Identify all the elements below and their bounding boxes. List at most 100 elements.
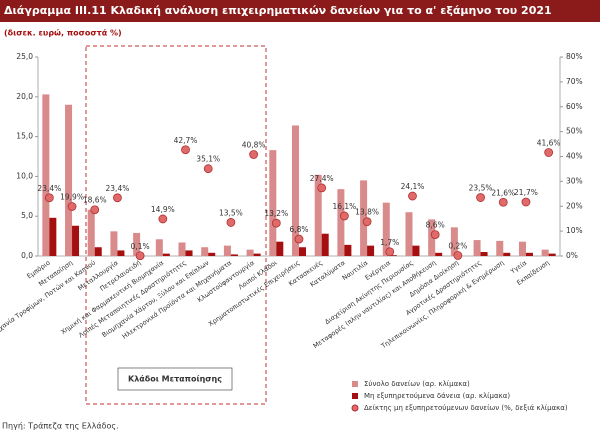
data-label: 8,6% <box>426 221 445 230</box>
y2-tick-label: 70% <box>566 77 583 86</box>
y2-tick-label: 50% <box>566 127 583 136</box>
data-label: 16,1% <box>332 202 356 211</box>
bar <box>314 174 322 256</box>
bar <box>321 233 329 256</box>
y2-tick-label: 0% <box>566 251 578 260</box>
bar <box>223 245 231 256</box>
y2-tick-label: 30% <box>566 176 583 185</box>
bar <box>269 150 277 256</box>
bar <box>230 254 238 256</box>
ratio-marker <box>339 211 349 221</box>
bar <box>518 241 526 256</box>
y2-tick-label: 20% <box>566 201 583 210</box>
data-label: 42,7% <box>174 136 198 145</box>
ratio-marker <box>317 183 327 193</box>
bar <box>72 225 80 256</box>
ratio-marker <box>181 145 190 155</box>
data-label: 14,9% <box>151 205 175 214</box>
ratio-marker <box>249 150 259 159</box>
y-tick-label: 0,0 <box>21 251 33 260</box>
group-label-box <box>117 367 233 391</box>
legend-label: Μη εξυπηρετούμενα δάνεια (αρ. κλίμακα) <box>364 392 510 400</box>
ratio-marker <box>385 247 395 257</box>
bar <box>208 252 216 256</box>
y-tick-label: 20,0 <box>16 92 33 101</box>
bar <box>525 252 533 256</box>
data-label: 27,4% <box>310 174 334 183</box>
bar <box>185 250 193 256</box>
ratio-marker <box>498 197 508 207</box>
bar <box>435 252 443 256</box>
legend-swatch <box>352 381 358 387</box>
bar <box>405 212 413 256</box>
bar <box>382 202 390 256</box>
ratio-marker <box>430 230 440 240</box>
bar <box>253 253 261 256</box>
group-label: Κλάδοι Μεταποίησης <box>128 374 222 384</box>
data-label: 24,1% <box>401 182 425 191</box>
bar <box>299 247 306 256</box>
bar <box>541 249 549 256</box>
bar <box>201 247 209 256</box>
bar <box>94 247 102 256</box>
data-label: 23,4% <box>37 184 61 193</box>
bar <box>276 241 284 256</box>
legend-label: Σύνολο δανείων (αρ. κλίμακα) <box>364 380 470 388</box>
data-label: 40,8% <box>242 141 266 150</box>
bar <box>473 240 481 256</box>
data-label: 13,2% <box>264 209 288 218</box>
chart-title: Διάγραμμα ΙΙΙ.11 Κλαδική ανάλυση επιχειρ… <box>4 4 552 17</box>
data-label: 35,1% <box>196 155 220 164</box>
y2-tick-label: 10% <box>566 226 583 235</box>
y-tick-label: 15,0 <box>16 132 33 141</box>
bar <box>178 242 186 256</box>
data-label: 41,6% <box>537 139 561 148</box>
title-bar <box>0 0 600 22</box>
legend-swatch <box>352 393 358 399</box>
bar <box>480 252 488 256</box>
bar <box>110 231 118 256</box>
bar <box>503 252 511 256</box>
ratio-marker <box>544 148 554 157</box>
data-label: 23,5% <box>469 184 493 193</box>
bar <box>548 253 556 256</box>
y2-tick-label: 60% <box>566 102 583 111</box>
y2-tick-label: 80% <box>566 52 583 61</box>
bar <box>42 94 50 256</box>
bar <box>389 255 397 256</box>
y-tick-label: 5,0 <box>21 211 33 220</box>
group-box <box>85 45 267 405</box>
ratio-marker <box>476 193 485 202</box>
data-label: 21,7% <box>514 188 538 197</box>
ratio-marker <box>203 164 213 174</box>
ratio-marker <box>408 191 417 201</box>
y-tick-label: 25,0 <box>16 52 33 61</box>
ratio-marker <box>44 193 54 203</box>
data-label: 18,6% <box>83 196 107 205</box>
bar <box>117 250 125 256</box>
bar <box>49 217 57 256</box>
source: Πηγή: Τράπεζα της Ελλάδος. <box>2 422 119 431</box>
ratio-marker <box>453 251 463 260</box>
ratio-marker <box>521 197 531 207</box>
data-label: 0,1% <box>131 242 150 251</box>
bar <box>337 189 345 256</box>
legend-swatch <box>351 404 359 412</box>
data-label: 1,7% <box>380 238 399 247</box>
bar <box>344 244 352 256</box>
data-label: 19,9% <box>60 192 84 201</box>
bar <box>367 245 375 256</box>
y-tick-label: 10,0 <box>16 171 33 180</box>
bar <box>133 232 141 256</box>
bar <box>496 240 504 256</box>
y2-tick-label: 40% <box>566 152 583 161</box>
chart-subtitle: (δισεκ. ευρώ, ποσοστά %) <box>4 28 122 38</box>
ratio-marker <box>362 217 372 227</box>
ratio-marker <box>67 202 77 211</box>
ratio-marker <box>113 193 122 203</box>
bar <box>155 239 163 256</box>
data-label: 6,8% <box>289 225 308 234</box>
ratio-marker <box>226 218 236 227</box>
